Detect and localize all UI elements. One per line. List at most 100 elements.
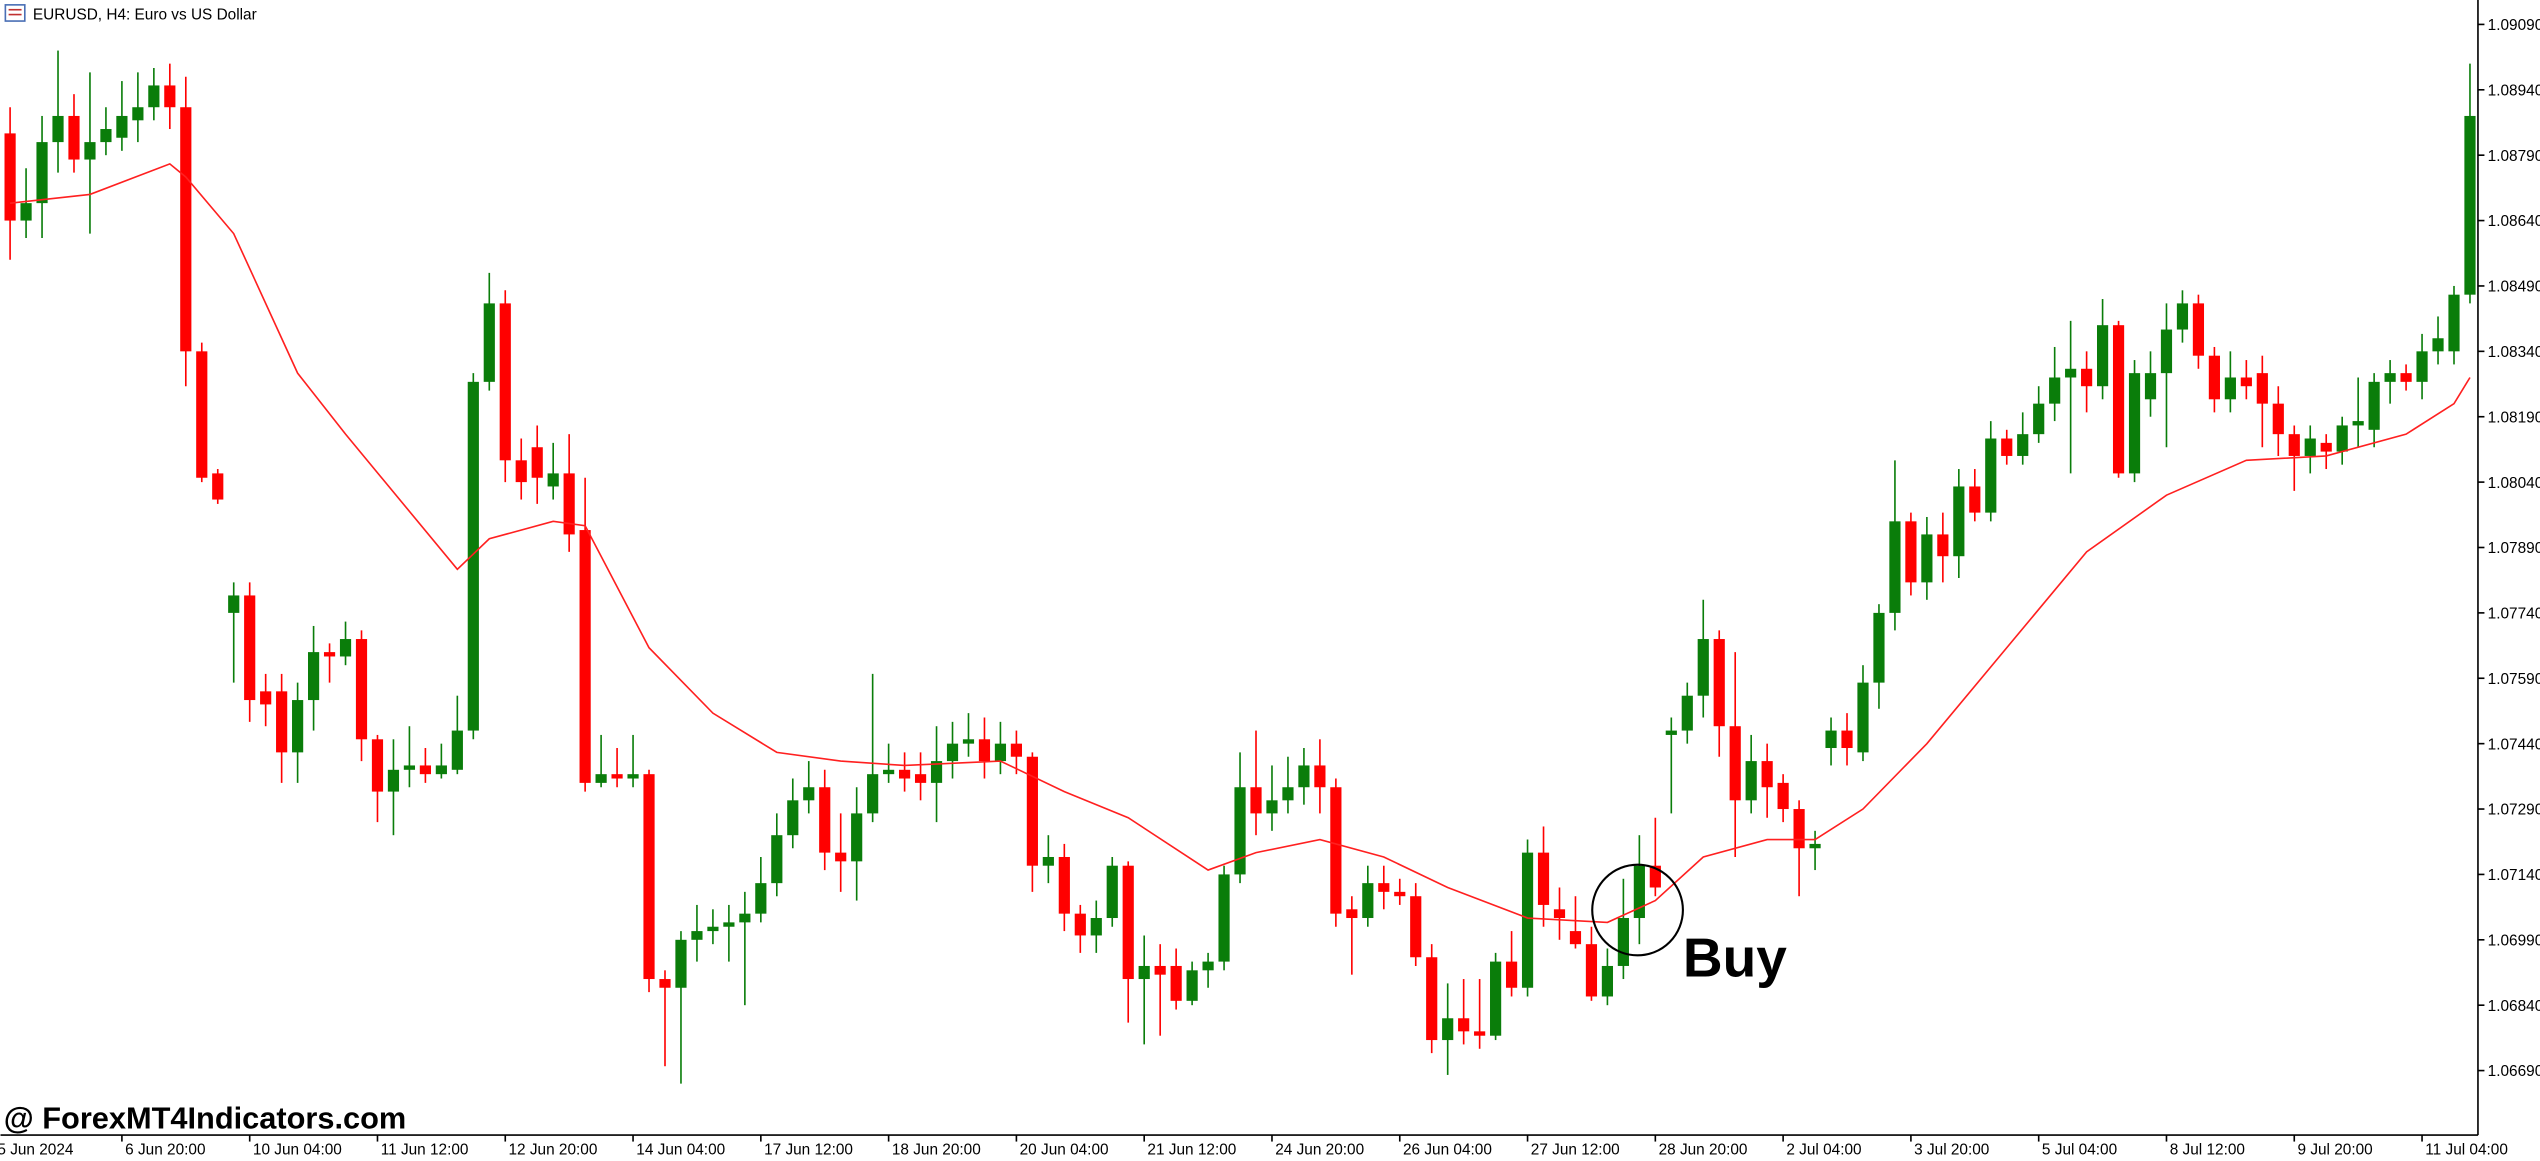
x-tick-label: 9 Jul 20:00 [2298, 1142, 2373, 1159]
candle-body [1490, 961, 1502, 1036]
candle-body [1585, 944, 1598, 997]
x-tick-label: 24 Jun 20:00 [1275, 1142, 1364, 1159]
candle-body [1745, 761, 1757, 801]
y-tick-label: 1.07140 [2488, 867, 2540, 884]
candle-body [212, 473, 224, 500]
candle-body [148, 85, 160, 108]
candle-body [1601, 965, 1614, 997]
candle-body [20, 203, 32, 221]
candle-body [4, 133, 16, 221]
candle-body [1681, 695, 1693, 731]
candle-body [1010, 743, 1022, 757]
candle-body [707, 926, 719, 932]
candle-body [1026, 756, 1038, 866]
candle-body [307, 652, 320, 701]
candle-body [1649, 865, 1661, 888]
candle-body [1857, 682, 1869, 753]
candle-body [1138, 965, 1150, 980]
candle-body [1713, 639, 1725, 727]
candle-body [1266, 800, 1278, 814]
candle-body [1505, 961, 1518, 988]
candle-body [2065, 368, 2077, 378]
candle-body [1154, 965, 1166, 975]
candle-body [1458, 1018, 1470, 1032]
candle-body [1378, 883, 1390, 892]
candle-body [914, 774, 927, 783]
x-tick-label: 17 Jun 12:00 [764, 1142, 853, 1159]
candle-body [2017, 434, 2029, 456]
candle-body [1777, 782, 1789, 810]
candle-body [994, 743, 1007, 762]
y-tick-label: 1.08490 [2488, 279, 2540, 296]
y-tick-label: 1.08790 [2488, 148, 2540, 165]
candle-body [2160, 329, 2173, 374]
candle-body [579, 530, 591, 783]
candle-body [483, 303, 495, 382]
candle-body [2464, 115, 2476, 295]
candle-body [1426, 957, 1438, 1041]
plot-area [4, 50, 2476, 1084]
x-tick-label: 11 Jul 04:00 [2425, 1142, 2508, 1159]
candle-body [1969, 486, 1981, 513]
candle-body [1569, 931, 1582, 945]
candle-body [771, 835, 783, 884]
y-tick-label: 1.07890 [2488, 540, 2540, 557]
candle-body [435, 765, 447, 775]
candle-body [1474, 1031, 1486, 1036]
candle-body [595, 774, 607, 783]
x-tick-label: 27 Jun 12:00 [1531, 1142, 1620, 1159]
buy-annotation: Buy [1683, 926, 1787, 988]
candle-body [164, 85, 176, 108]
y-tick-label: 1.09090 [2488, 17, 2540, 34]
x-tick-label: 8 Jul 12:00 [2170, 1142, 2245, 1159]
candle-body [1234, 787, 1246, 875]
candle-body [1633, 865, 1645, 919]
candle-body [899, 769, 911, 779]
candle-body [2400, 373, 2412, 382]
watermark: @ ForexMT4Indicators.com [4, 1101, 406, 1136]
x-tick-label: 11 Jun 12:00 [381, 1142, 469, 1159]
candle-body [1905, 521, 1917, 583]
candle-body [1330, 787, 1342, 914]
y-tick-label: 1.08040 [2488, 475, 2540, 492]
x-tick-label: 21 Jun 12:00 [1147, 1142, 1236, 1159]
candle-body [739, 913, 751, 923]
candle-body [2416, 351, 2428, 382]
candle-body [1729, 726, 1741, 801]
x-tick-label: 28 Jun 20:00 [1659, 1142, 1748, 1159]
candle-body [835, 852, 847, 862]
candle-body [723, 922, 735, 927]
candle-body [339, 639, 352, 657]
candle-body [803, 787, 815, 801]
candle-body [755, 883, 767, 914]
candle-body [851, 813, 863, 862]
y-tick-label: 1.08940 [2488, 82, 2540, 99]
candle-body [515, 460, 527, 483]
y-tick-label: 1.06840 [2488, 998, 2540, 1015]
candle-body [1537, 852, 1550, 905]
candle-body [2352, 421, 2364, 426]
candle-body [1921, 534, 1933, 583]
candle-body [1202, 961, 1214, 971]
candle-body [2256, 373, 2268, 404]
candle-body [467, 381, 479, 731]
y-tick-label: 1.08640 [2488, 213, 2540, 230]
candle-body [52, 115, 64, 143]
candle-body [1058, 856, 1070, 914]
x-tick-label: 5 Jun 2024 [0, 1142, 74, 1159]
candle-body [2336, 425, 2348, 452]
y-tick-label: 1.07740 [2488, 606, 2540, 623]
candle-body [1521, 852, 1534, 988]
candle-body [1122, 865, 1134, 980]
candle-body [2368, 381, 2380, 430]
candle-body [276, 691, 288, 753]
candle-body [84, 142, 96, 160]
chart-title: EURUSD, H4: Euro vs US Dollar [33, 6, 257, 23]
y-tick-label: 1.07590 [2488, 671, 2540, 688]
candle-body [403, 765, 416, 770]
candle-body [2272, 403, 2284, 435]
candle-body [1410, 896, 1422, 958]
candle-body [643, 774, 655, 980]
candle-body [946, 743, 959, 762]
